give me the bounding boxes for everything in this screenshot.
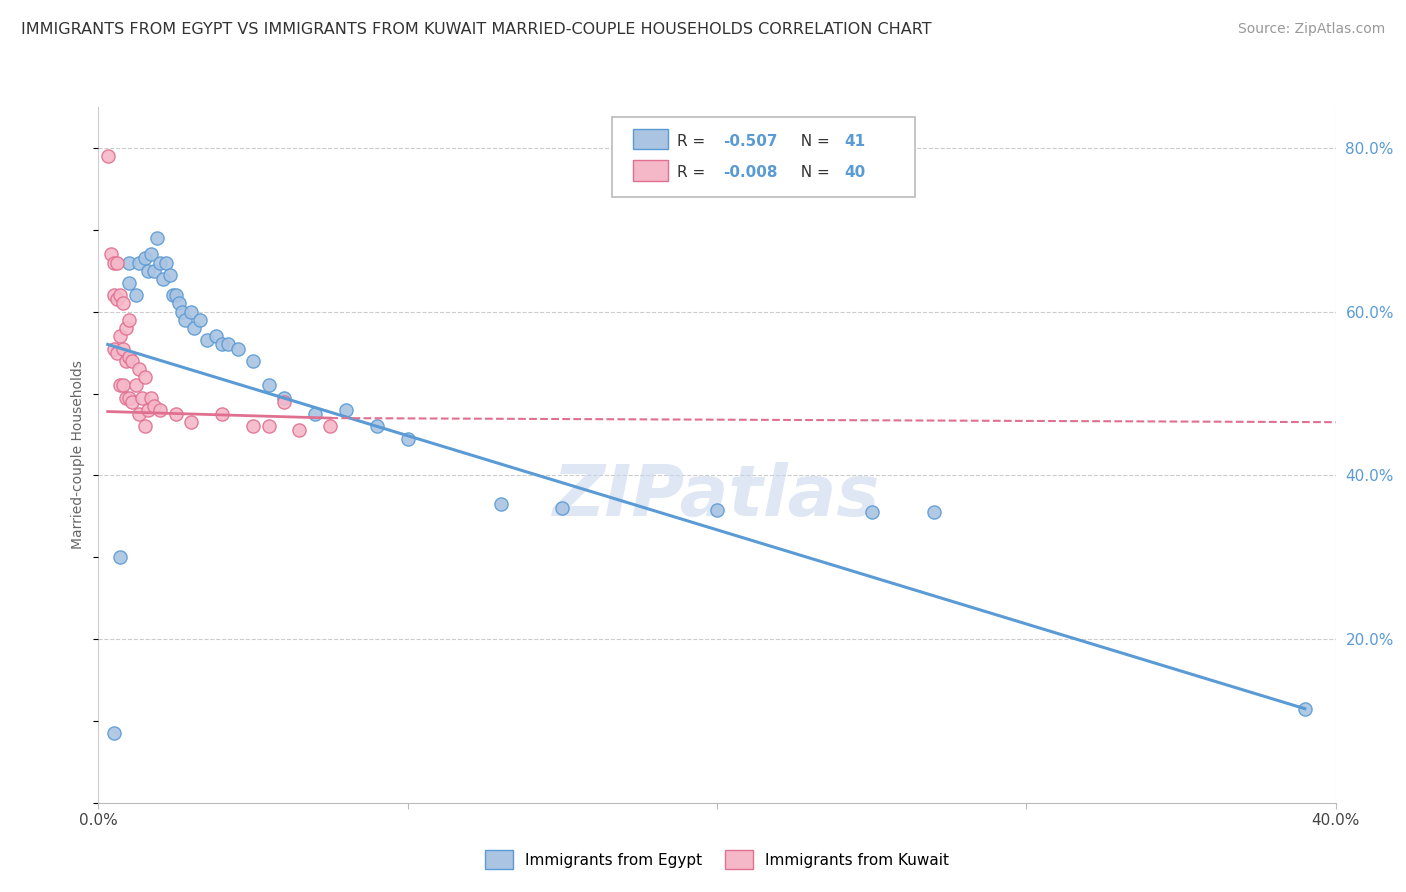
Point [165,288,187,302]
Point [180,304,202,318]
Bar [633,160,668,181]
Point [273,391,295,405]
Point [108,550,131,565]
Point [146,231,169,245]
Point [162,288,184,302]
Point [118,313,141,327]
Point [128,407,150,421]
Point [205,329,228,343]
Point [288,423,311,437]
Point [118,255,141,269]
Text: ZIPatlas: ZIPatlas [554,462,880,531]
Point [155,255,177,269]
Point [860,505,883,519]
Point [159,268,181,282]
Point [105,345,128,359]
Point [257,419,280,434]
Point [170,304,193,318]
Text: IMMIGRANTS FROM EGYPT VS IMMIGRANTS FROM KUWAIT MARRIED-COUPLE HOUSEHOLDS CORREL: IMMIGRANTS FROM EGYPT VS IMMIGRANTS FROM… [21,22,932,37]
Point [149,255,172,269]
Point [105,293,128,307]
Point [134,252,156,266]
Point [115,391,138,405]
Text: N =: N = [792,134,835,149]
Point [103,342,125,356]
Point [242,419,264,434]
Point [273,394,295,409]
Point [118,391,141,405]
Point [152,272,174,286]
Point [143,399,166,413]
Point [211,337,233,351]
Point [304,407,326,421]
FancyBboxPatch shape [612,118,915,197]
Point [922,505,945,519]
Point [103,255,125,269]
Text: R =: R = [678,134,710,149]
Point [335,403,357,417]
Point [242,353,264,368]
Point [121,394,143,409]
Point [128,255,150,269]
Point [706,502,728,516]
Point [149,403,172,417]
Point [118,276,141,290]
Text: Source: ZipAtlas.com: Source: ZipAtlas.com [1237,22,1385,37]
Text: -0.507: -0.507 [723,134,778,149]
Point [136,264,159,278]
Point [131,391,153,405]
Point [183,321,205,335]
Point [217,337,239,351]
Point [211,407,233,421]
Point [143,264,166,278]
Point [112,342,135,356]
Point [319,419,342,434]
Point [124,288,146,302]
Point [226,342,249,356]
Y-axis label: Married-couple Households: Married-couple Households [72,360,86,549]
Text: N =: N = [792,165,835,180]
Point [118,350,141,364]
Point [180,415,202,429]
Point [167,296,190,310]
Point [105,255,128,269]
Point [489,497,512,511]
Point [366,419,388,434]
Point [139,247,162,261]
Text: -0.008: -0.008 [723,165,778,180]
Point [139,391,162,405]
Bar [633,128,668,150]
Point [1294,701,1316,715]
Text: 40: 40 [845,165,866,180]
Point [112,378,135,392]
Point [190,313,212,327]
Point [108,378,131,392]
Point [134,419,156,434]
Point [165,407,187,421]
Point [103,288,125,302]
Point [128,362,150,376]
Legend: Immigrants from Egypt, Immigrants from Kuwait: Immigrants from Egypt, Immigrants from K… [479,845,955,875]
Point [136,403,159,417]
Point [134,370,156,384]
Point [100,247,122,261]
Point [195,334,218,348]
Point [97,149,120,163]
Point [115,321,138,335]
Point [396,432,419,446]
Point [108,329,131,343]
Point [174,313,197,327]
Point [108,288,131,302]
Text: 41: 41 [845,134,866,149]
Point [257,378,280,392]
Point [551,501,574,516]
Point [121,353,143,368]
Text: R =: R = [678,165,710,180]
Point [115,353,138,368]
Point [124,378,146,392]
Point [103,726,125,740]
Point [112,296,135,310]
